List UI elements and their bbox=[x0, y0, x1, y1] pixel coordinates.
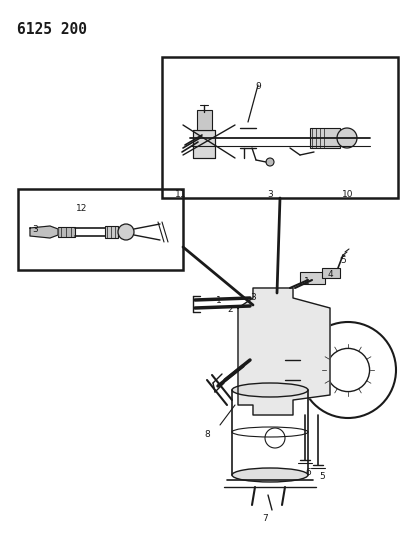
Bar bbox=[197, 110, 212, 130]
Bar bbox=[18, 189, 183, 270]
Text: 12: 12 bbox=[76, 204, 88, 213]
Ellipse shape bbox=[232, 468, 308, 482]
Text: 7: 7 bbox=[262, 514, 268, 523]
Text: 6: 6 bbox=[305, 468, 311, 477]
Text: 6125 200: 6125 200 bbox=[17, 22, 87, 37]
Ellipse shape bbox=[232, 383, 308, 397]
Text: 1: 1 bbox=[304, 277, 310, 286]
Text: 3: 3 bbox=[250, 293, 256, 302]
Text: 11: 11 bbox=[175, 190, 187, 199]
Bar bbox=[300, 272, 325, 284]
Bar bbox=[310, 128, 340, 148]
Circle shape bbox=[118, 224, 134, 240]
Text: 5: 5 bbox=[340, 256, 346, 265]
Bar bbox=[162, 57, 398, 198]
Polygon shape bbox=[30, 226, 58, 238]
Text: 2: 2 bbox=[227, 305, 233, 314]
Text: 4: 4 bbox=[327, 270, 333, 279]
Text: 8: 8 bbox=[204, 430, 210, 439]
Circle shape bbox=[337, 128, 357, 148]
Text: 3: 3 bbox=[267, 190, 273, 199]
Bar bbox=[322, 268, 340, 278]
Polygon shape bbox=[238, 288, 330, 415]
Bar bbox=[58, 227, 75, 237]
Text: 9: 9 bbox=[255, 82, 261, 91]
Text: 1: 1 bbox=[216, 296, 222, 305]
Bar bbox=[193, 130, 215, 158]
Text: 3: 3 bbox=[32, 225, 38, 235]
Bar bbox=[105, 226, 118, 238]
Circle shape bbox=[266, 158, 274, 166]
Text: 5: 5 bbox=[319, 472, 325, 481]
Text: 10: 10 bbox=[342, 190, 354, 199]
Bar bbox=[193, 130, 215, 158]
